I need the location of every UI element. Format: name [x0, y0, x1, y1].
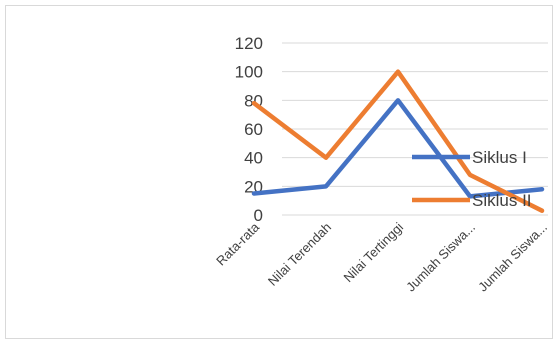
y-tick-label: 40	[244, 149, 263, 168]
y-tick-label: 100	[235, 63, 263, 82]
chart-frame	[5, 5, 553, 339]
data-point	[397, 71, 399, 73]
x-tick-label: Nilai Terendah	[265, 220, 334, 289]
x-tick-label: Rata-rata	[213, 219, 262, 268]
x-tick-label: Jumlah Siswa...	[475, 220, 550, 295]
legend-label: Siklus I	[472, 148, 527, 167]
data-point	[325, 157, 327, 159]
data-point	[469, 174, 471, 176]
x-tick-label: Nilai Tertinggi	[341, 219, 407, 285]
x-axis-ticks: Rata-rata Nilai Terendah Nilai TertinggiJu…	[213, 219, 550, 295]
data-point	[541, 188, 543, 190]
data-point	[253, 102, 255, 104]
legend: Siklus I Siklus II	[412, 148, 532, 210]
data-point	[541, 210, 543, 212]
y-tick-label: 120	[235, 34, 263, 53]
data-point	[397, 99, 399, 101]
data-point	[469, 195, 471, 197]
gridlines	[282, 42, 548, 216]
series-lines	[251, 69, 545, 213]
x-tick-label: Jumlah Siswa...	[403, 220, 478, 295]
y-tick-label: 0	[254, 206, 263, 225]
y-tick-label: 60	[244, 120, 263, 139]
data-point	[253, 193, 255, 194]
legend-label: Siklus II	[472, 191, 532, 210]
data-point	[325, 185, 327, 187]
